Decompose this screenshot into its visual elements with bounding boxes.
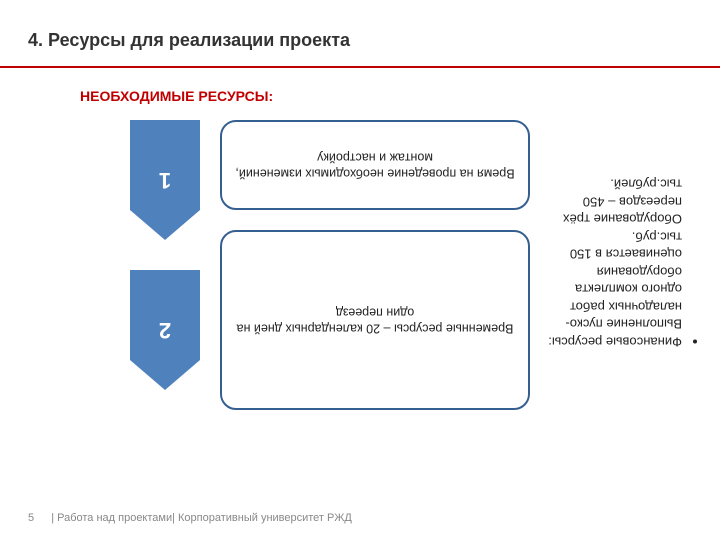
chevron-2: 2	[130, 270, 200, 390]
chevron-2-number: 2	[130, 270, 200, 390]
resource-box-2-text: Временные ресурсы – 20 календарных дней …	[232, 304, 518, 337]
footer-text: | Работа над проектами| Корпоративный ун…	[51, 512, 352, 524]
resource-box-2: Временные ресурсы – 20 календарных дней …	[220, 230, 530, 410]
footer: 5 | Работа над проектами| Корпоративный …	[28, 512, 352, 524]
slide-title: 4. Ресурсы для реализации проекта	[28, 30, 350, 51]
chevron-1-number: 1	[130, 120, 200, 240]
page-number: 5	[28, 512, 34, 524]
section-subhead: НЕОБХОДИМЫЕ РЕСУРСЫ:	[80, 88, 273, 104]
chevron-1: 1	[130, 120, 200, 240]
bullet-item-1: Финансовые ресурсы: Выполнение пуско-нал…	[540, 175, 682, 350]
resource-box-1: Время на проведение необходимых изменени…	[220, 120, 530, 210]
bullet-column: Финансовые ресурсы: Выполнение пуско-нал…	[540, 70, 700, 450]
title-underline	[0, 66, 720, 68]
resource-box-1-text: Время на проведение необходимых изменени…	[232, 149, 518, 182]
